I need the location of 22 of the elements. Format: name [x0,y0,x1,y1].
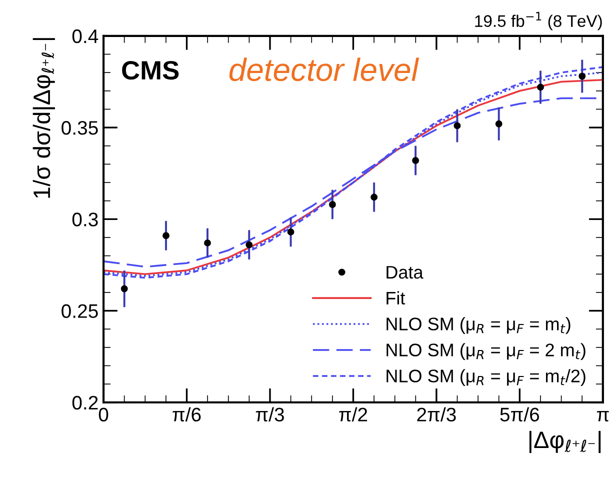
y-tick-label: 0.35 [62,121,98,135]
legend-label: Data [386,266,424,279]
annotation: detector level [229,58,420,82]
text: 19.5 fb$^{−1}$ (8 TeV) [475,12,602,30]
y-tick-label: 0.25 [62,304,98,318]
x-tick-label: 0 [98,408,108,422]
legend-label: NLO SM (μ$_{R}$ = μ$_{F}$ = m$_{t}$/2) [386,369,586,386]
x-tick-label: π/2 [339,407,368,422]
y-tick-label: 0.2 [72,396,98,410]
legend-label: Fit [386,291,406,305]
y-axis-title: 1/σ dσ/d|Δφ$_{ℓ⁺ℓ⁻}$| [32,38,55,198]
annotation: CMS [122,60,179,80]
x-tick-label: 5π/6 [500,407,540,422]
x-tick-label: π/6 [172,407,201,422]
x-axis-title: |Δφ$_{ℓ⁺ℓ⁻}$| [529,430,601,454]
x-tick-label: 2π/3 [417,407,456,422]
x-tick-label: π/3 [256,407,284,422]
legend-label: NLO SM (μ$_{R}$ = μ$_{F}$ = 2 m$_{t}$) [386,343,586,360]
y-tick-label: 0.4 [72,29,98,44]
y-tick-label: 0.3 [72,212,98,226]
x-tick-label: π [596,411,609,422]
legend-label: NLO SM (μ$_{R}$ = μ$_{F}$ = m$_{t}$) [386,317,570,334]
